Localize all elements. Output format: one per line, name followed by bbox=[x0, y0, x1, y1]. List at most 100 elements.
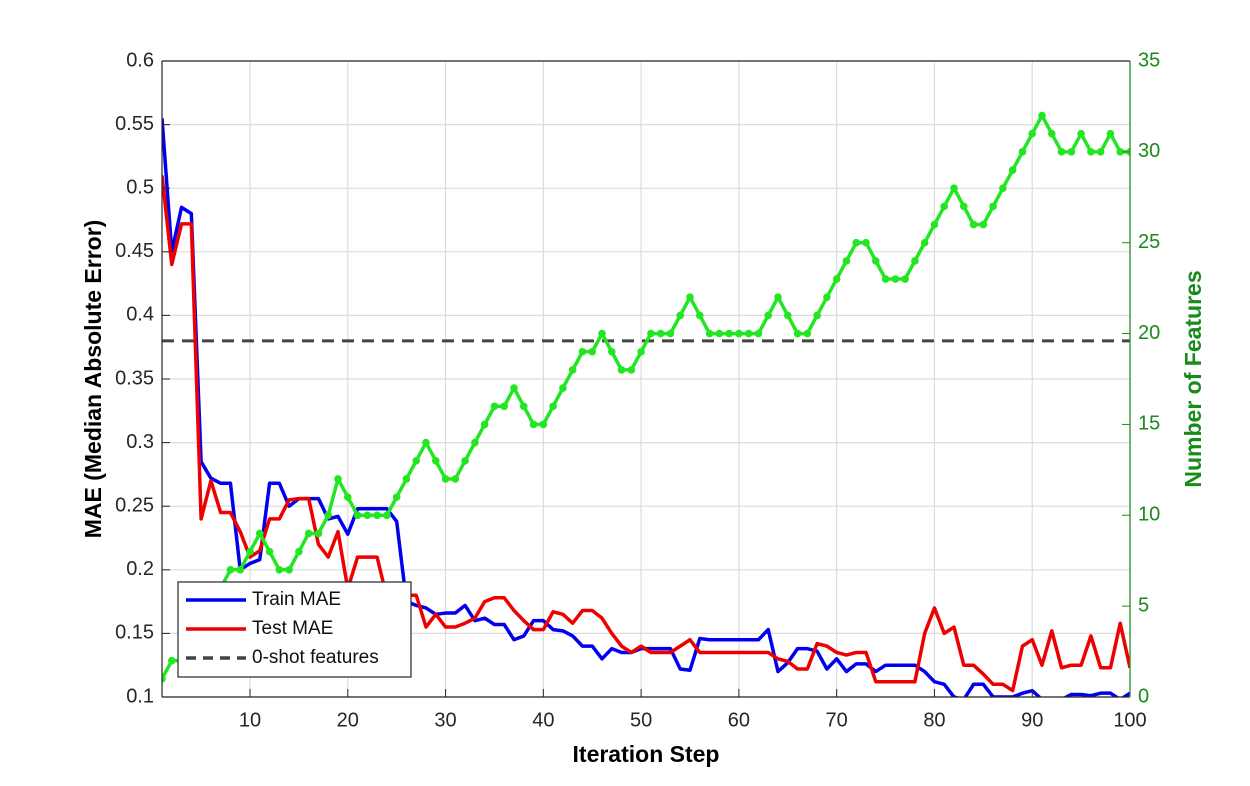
series-marker bbox=[617, 366, 626, 374]
series-marker bbox=[392, 493, 401, 501]
series-marker bbox=[431, 456, 440, 465]
series-marker bbox=[656, 329, 665, 338]
series-marker bbox=[588, 347, 597, 356]
x-tick-label: 30 bbox=[434, 709, 456, 731]
series-marker bbox=[901, 275, 909, 283]
series-marker bbox=[754, 329, 763, 338]
series-marker bbox=[920, 238, 929, 247]
series-marker bbox=[500, 402, 509, 411]
series-marker bbox=[823, 293, 831, 302]
series-marker bbox=[162, 675, 166, 683]
series-marker bbox=[911, 257, 919, 265]
series-marker bbox=[871, 257, 880, 265]
series-marker bbox=[950, 184, 958, 192]
series-marker bbox=[627, 366, 636, 374]
y2-axis-title: Number of Features bbox=[1180, 270, 1206, 487]
series-marker bbox=[559, 384, 567, 392]
series-marker bbox=[959, 202, 968, 211]
series-marker bbox=[402, 475, 411, 483]
series-marker bbox=[813, 311, 821, 320]
series-marker bbox=[783, 311, 792, 320]
series-marker bbox=[891, 275, 900, 283]
x-tick-label: 100 bbox=[1113, 709, 1146, 731]
series-marker bbox=[705, 329, 714, 338]
series-marker bbox=[676, 311, 685, 320]
series-marker bbox=[940, 202, 949, 211]
series-marker bbox=[725, 329, 733, 338]
x-tick-label: 90 bbox=[1021, 709, 1043, 731]
x-tick-label: 20 bbox=[337, 709, 359, 731]
series-marker bbox=[999, 184, 1007, 192]
x-tick-label: 70 bbox=[826, 709, 848, 731]
series-marker bbox=[647, 329, 655, 338]
series-marker bbox=[246, 547, 254, 556]
series-marker bbox=[637, 347, 645, 356]
series-marker bbox=[1008, 166, 1017, 174]
series-marker bbox=[422, 438, 430, 447]
series-line bbox=[162, 175, 1130, 693]
series-marker bbox=[343, 493, 352, 501]
y-tick-label: 0.6 bbox=[126, 49, 154, 71]
series-marker bbox=[1096, 148, 1105, 156]
series-marker bbox=[607, 347, 616, 356]
series-marker bbox=[383, 511, 391, 520]
y-tick-label: 0.35 bbox=[115, 367, 154, 389]
series-marker bbox=[490, 402, 499, 411]
y-tick-label: 0.55 bbox=[115, 113, 154, 135]
y-axis-title: MAE (Median Absolute Error) bbox=[80, 220, 106, 539]
series-marker bbox=[471, 438, 479, 447]
series-marker bbox=[774, 293, 782, 302]
series-marker bbox=[715, 329, 724, 338]
series-marker bbox=[842, 257, 851, 265]
series-marker bbox=[803, 329, 812, 338]
y2-tick-label: 35 bbox=[1138, 49, 1160, 71]
y2-tick-label: 25 bbox=[1138, 231, 1160, 253]
series-marker bbox=[265, 547, 274, 556]
series-marker bbox=[1028, 129, 1037, 138]
series-marker bbox=[167, 656, 176, 665]
series-marker bbox=[353, 511, 362, 520]
series-marker bbox=[764, 311, 773, 320]
series-marker bbox=[666, 329, 675, 338]
y-tick-label: 0.5 bbox=[126, 176, 154, 198]
series-marker bbox=[236, 566, 245, 574]
series-marker bbox=[451, 475, 460, 483]
series-marker bbox=[1067, 148, 1076, 156]
series-marker bbox=[255, 529, 264, 538]
series-layer bbox=[162, 111, 1130, 697]
series-marker bbox=[793, 329, 802, 338]
y-tick-label: 0.45 bbox=[115, 240, 154, 262]
series-marker bbox=[480, 420, 489, 429]
series-marker bbox=[304, 529, 313, 538]
y2-tick-label: 10 bbox=[1138, 504, 1160, 526]
series-marker bbox=[695, 311, 704, 320]
series-marker bbox=[969, 220, 978, 229]
series-marker bbox=[226, 566, 235, 574]
series-marker bbox=[1038, 111, 1046, 120]
series-line bbox=[162, 113, 1130, 680]
series-marker bbox=[373, 511, 381, 520]
series-marker bbox=[881, 275, 890, 283]
series-marker bbox=[852, 238, 861, 247]
series-marker bbox=[295, 547, 303, 556]
series-marker bbox=[989, 202, 997, 211]
y-tick-label: 0.4 bbox=[126, 304, 154, 326]
series-marker bbox=[686, 293, 694, 302]
series-marker bbox=[568, 366, 577, 374]
series-marker bbox=[598, 329, 606, 338]
y2-tick-label: 15 bbox=[1138, 413, 1160, 435]
series-marker bbox=[832, 275, 841, 283]
series-marker bbox=[979, 220, 988, 229]
series-marker bbox=[510, 384, 518, 392]
y-tick-label: 0.2 bbox=[126, 558, 154, 580]
series-marker bbox=[930, 220, 939, 229]
y-tick-label: 0.25 bbox=[115, 494, 154, 516]
series-marker bbox=[744, 329, 753, 338]
x-tick-label: 10 bbox=[239, 709, 261, 731]
series-marker bbox=[1018, 148, 1027, 156]
series-marker bbox=[363, 511, 372, 520]
y2-tick-label: 30 bbox=[1138, 140, 1160, 162]
series-marker bbox=[1057, 148, 1066, 156]
y2-tick-label: 20 bbox=[1138, 322, 1160, 344]
series-marker bbox=[285, 566, 293, 574]
